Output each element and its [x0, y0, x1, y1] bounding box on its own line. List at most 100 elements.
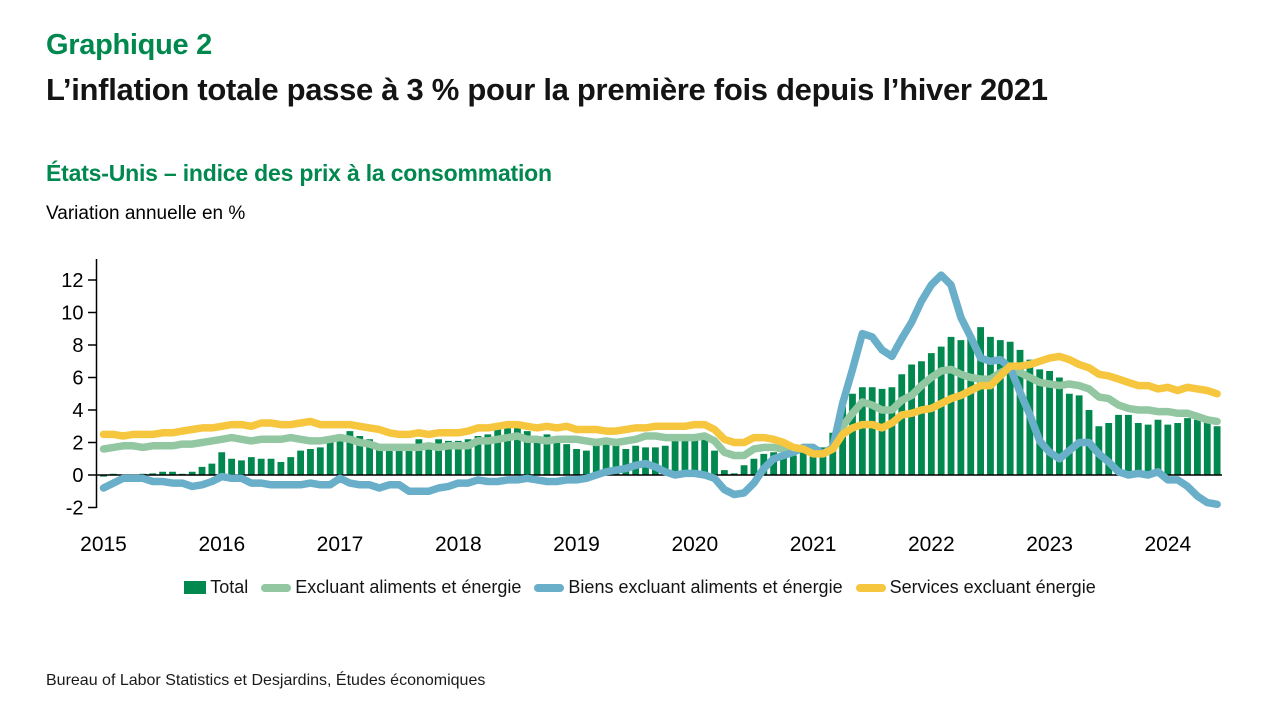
- legend-label-services: Services excluant énergie: [889, 577, 1096, 597]
- bar-total: [504, 427, 511, 476]
- bar-total: [1006, 341, 1014, 475]
- line-goods: [99, 271, 1221, 509]
- bar-total: [868, 387, 876, 475]
- legend-swatch-core: [261, 583, 292, 592]
- source-note: Bureau of Labor Statistics et Desjardins…: [46, 672, 486, 689]
- bar-total: [780, 455, 787, 475]
- bar-total: [1194, 419, 1201, 475]
- x-year-label: 2021: [790, 533, 837, 556]
- bar-total: [100, 475, 107, 477]
- bar-total: [947, 336, 955, 476]
- bar-total: [809, 452, 817, 475]
- bar-total: [918, 361, 925, 475]
- bar-total: [977, 327, 984, 476]
- y-tick-label: -2: [66, 498, 84, 520]
- bar-total: [257, 458, 265, 475]
- line-core: [99, 364, 1221, 460]
- bar-total: [957, 340, 965, 476]
- x-year-label: 2023: [1026, 533, 1073, 556]
- bar-total: [247, 457, 255, 476]
- bar-total: [789, 455, 797, 475]
- bar-total: [1134, 423, 1142, 475]
- bar-total: [523, 431, 531, 476]
- bar-total: [1065, 393, 1073, 475]
- bar-total: [188, 471, 196, 475]
- bar-total: [1016, 349, 1024, 476]
- chart-legend: Total Excluant aliments et énergie Biens e…: [0, 577, 1280, 598]
- bar-total: [1154, 419, 1162, 475]
- bar-total: [661, 445, 669, 475]
- bar-total: [799, 452, 807, 475]
- bar-total: [622, 449, 630, 475]
- bar-total: [533, 437, 541, 476]
- bar-total: [819, 447, 827, 476]
- x-year-label: 2015: [80, 533, 127, 556]
- bar-total: [238, 460, 245, 476]
- bar-total: [996, 340, 1004, 476]
- bar-total: [1046, 371, 1053, 475]
- bar-total: [435, 439, 442, 475]
- y-tick-label: 4: [72, 400, 83, 422]
- bar-total: [691, 434, 699, 476]
- bar-total: [405, 444, 413, 476]
- inflation-chart: -2 0 2 4 6 8 10 12 2015 2016 2017 2018 2019 2020 2021 2…: [61, 259, 1222, 556]
- bar-total: [1036, 369, 1044, 476]
- bar-total: [583, 450, 590, 476]
- bar-total: [385, 449, 393, 475]
- bar-total: [1174, 423, 1182, 475]
- bar-total: [1213, 426, 1221, 475]
- bar-total: [701, 437, 709, 476]
- bar-total: [159, 471, 167, 475]
- legend-label-total: Total: [210, 577, 249, 597]
- bar-total: [1075, 395, 1083, 476]
- bar-total: [632, 445, 640, 475]
- bar-total: [484, 434, 492, 476]
- bar-total: [1125, 414, 1132, 476]
- bar-total: [681, 437, 689, 476]
- bar-total: [464, 439, 472, 475]
- bar-total: [592, 444, 600, 476]
- y-tick-label: 8: [72, 335, 83, 357]
- bar-total: [169, 471, 176, 475]
- page-title: L’inflation totale passe à 3 % pour la p…: [46, 72, 1048, 107]
- bar-total: [494, 429, 502, 475]
- bar-total: [445, 440, 452, 476]
- bar-total: [336, 434, 344, 476]
- legend-swatch-goods: [534, 583, 565, 592]
- x-year-label: 2018: [435, 533, 482, 556]
- bar-total: [878, 388, 886, 476]
- bar-total: [927, 353, 935, 476]
- bar-total: [671, 440, 679, 476]
- bar-total: [415, 439, 423, 475]
- bar-total: [454, 440, 462, 476]
- legend-item-services: Services excluant énergie: [855, 577, 1096, 598]
- y-tick-label: 6: [72, 368, 83, 390]
- bar-total: [425, 442, 433, 475]
- y-tick-label: 10: [61, 303, 83, 325]
- bar-total: [602, 442, 610, 475]
- legend-swatch-total: [184, 581, 207, 594]
- y-tick-label: 2: [72, 433, 83, 455]
- bar-total: [563, 444, 571, 476]
- bar-total: [326, 440, 334, 476]
- legend-label-core: Excluant aliments et énergie: [295, 577, 522, 597]
- bar-total: [307, 449, 314, 475]
- bar-total: [1203, 421, 1211, 476]
- bar-total: [888, 387, 896, 475]
- bar-total: [395, 447, 403, 476]
- bar-total: [720, 470, 728, 476]
- legend-item-core: Excluant aliments et énergie: [261, 577, 521, 598]
- legend-swatch-services: [855, 583, 886, 592]
- bar-total: [730, 473, 738, 476]
- bar-total: [1115, 414, 1122, 476]
- y-tick-label: 12: [61, 270, 83, 292]
- x-year-label: 2020: [671, 533, 718, 556]
- bar-total: [987, 336, 994, 476]
- bar-total: [967, 335, 975, 475]
- chart-number-label: Graphique 2: [46, 29, 212, 61]
- bar-total: [651, 447, 659, 476]
- bar-total: [908, 364, 916, 475]
- legend-label-goods: Biens excluant aliments et énergie: [568, 577, 843, 597]
- bar-total: [474, 436, 482, 475]
- bar-total: [228, 458, 236, 475]
